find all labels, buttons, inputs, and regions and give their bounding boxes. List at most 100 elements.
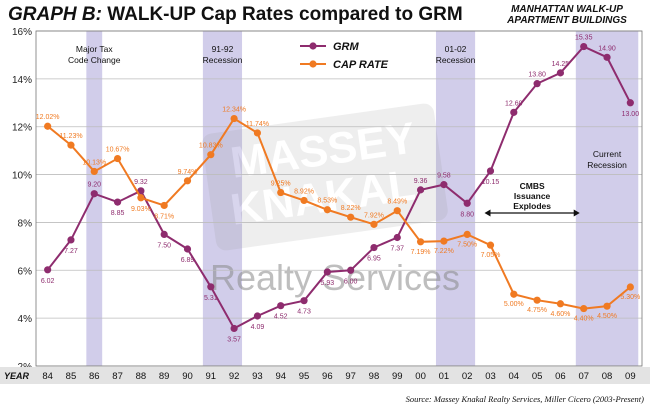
data-point: [160, 230, 168, 238]
data-label: 9.58: [437, 173, 451, 180]
data-point: [626, 99, 634, 107]
data-point: [463, 199, 471, 207]
x-tick-label: 87: [112, 371, 123, 382]
shaded-period-label: Current: [593, 149, 622, 159]
shaded-period-label: Recession: [587, 160, 627, 170]
data-point: [323, 268, 331, 276]
data-point: [347, 266, 355, 274]
x-tick-label: 85: [66, 371, 77, 382]
annotation-text: CMBS: [520, 181, 545, 191]
data-point: [253, 129, 262, 137]
x-tick-label: 92: [229, 371, 240, 382]
data-label: 10.15: [482, 179, 500, 186]
data-label: 9.74%: [178, 169, 198, 176]
data-point: [486, 241, 495, 249]
data-label: 6.95: [367, 256, 381, 263]
data-label: 4.75%: [527, 307, 547, 314]
data-point: [44, 122, 52, 130]
x-tick-label: 99: [392, 371, 403, 382]
data-point: [533, 296, 541, 304]
y-tick-label: 4%: [18, 314, 33, 325]
x-tick-label: 93: [252, 371, 263, 382]
x-tick-label: 98: [369, 371, 380, 382]
subtitle-line-2: APARTMENT BUILDINGS: [507, 15, 627, 26]
data-point: [183, 177, 192, 185]
data-label: 10.67%: [106, 147, 130, 154]
data-label: 7.37: [390, 246, 404, 253]
data-label: 9.03%: [131, 206, 151, 213]
data-point: [277, 188, 285, 197]
watermark-tagline: Realty Services: [210, 257, 460, 298]
data-label: 4.52: [274, 314, 288, 321]
x-tick-label: 07: [578, 371, 589, 382]
data-label: 4.60%: [550, 311, 570, 318]
data-point: [230, 324, 238, 333]
data-label: 8.85: [111, 210, 125, 217]
plot-frame: [35, 30, 643, 367]
data-point: [510, 108, 518, 116]
data-label: 4.73: [297, 309, 311, 316]
data-label: 3.57: [227, 336, 241, 343]
data-point: [580, 42, 588, 51]
data-label: 6.00: [344, 278, 358, 285]
data-label: 8.80: [460, 211, 474, 218]
data-label: 4.40%: [574, 316, 594, 323]
x-tick-label: 91: [206, 371, 217, 382]
data-label: 12.02%: [36, 114, 60, 121]
data-point: [183, 245, 192, 253]
data-label: 13.80: [528, 72, 546, 79]
data-point: [137, 194, 145, 202]
x-tick-label: 95: [299, 371, 310, 382]
data-point: [90, 167, 98, 176]
shaded-period-2: [435, 31, 476, 366]
data-point: [440, 181, 448, 189]
data-label: 14.25: [552, 61, 570, 68]
annotation-arrowhead-right: [573, 209, 580, 217]
data-label: 8.71%: [154, 213, 174, 220]
data-point: [370, 220, 378, 228]
data-label: 12.34%: [222, 107, 246, 114]
data-label: 9.20: [87, 182, 101, 189]
x-tick-label: 03: [485, 371, 496, 382]
x-tick-label: 04: [509, 371, 520, 382]
annotation-text: Explodes: [513, 201, 551, 211]
data-point: [533, 80, 541, 88]
y-tick-label: 16%: [12, 27, 32, 38]
data-label: 15.35: [575, 35, 593, 42]
data-point: [463, 230, 471, 238]
y-tick-label: 8%: [18, 218, 33, 229]
y-tick-label: 14%: [12, 75, 32, 86]
data-label: 5.31: [204, 295, 218, 302]
data-point: [44, 266, 52, 274]
data-label: 8.49%: [387, 199, 407, 206]
x-tick-label: 02: [462, 371, 473, 382]
watermark-badge: [202, 103, 448, 251]
x-tick-label: 90: [182, 371, 193, 382]
x-tick-label: 89: [159, 371, 170, 382]
chart-subtitle: MANHATTAN WALK-UP APARTMENT BUILDINGS: [492, 4, 642, 26]
y-tick-label: 6%: [18, 266, 33, 277]
data-label: 10.13%: [82, 159, 106, 166]
data-label: 13.00: [622, 111, 640, 118]
data-point: [393, 233, 401, 242]
x-tick-label: 01: [439, 371, 450, 382]
data-label: 5.30%: [620, 294, 640, 301]
legend-marker: [309, 42, 317, 50]
data-point: [300, 196, 308, 205]
data-label: 7.50: [157, 242, 171, 249]
data-point: [113, 198, 122, 206]
annotation-arrowhead-left: [484, 209, 491, 217]
data-point: [160, 201, 168, 210]
y-tick-label: 12%: [12, 123, 32, 134]
data-label: 7.92%: [364, 212, 384, 219]
shaded-period-label: Recession: [436, 55, 476, 65]
data-label: 12.60: [505, 100, 523, 107]
data-label: 9.25%: [271, 181, 291, 188]
data-point: [626, 283, 634, 291]
series-line-cap-rate: [47, 117, 631, 310]
data-point: [370, 243, 378, 252]
data-label: 5.93: [321, 280, 335, 287]
data-label: 8.53%: [317, 198, 337, 205]
x-axis-label: YEAR: [4, 371, 30, 381]
data-point: [67, 141, 75, 149]
